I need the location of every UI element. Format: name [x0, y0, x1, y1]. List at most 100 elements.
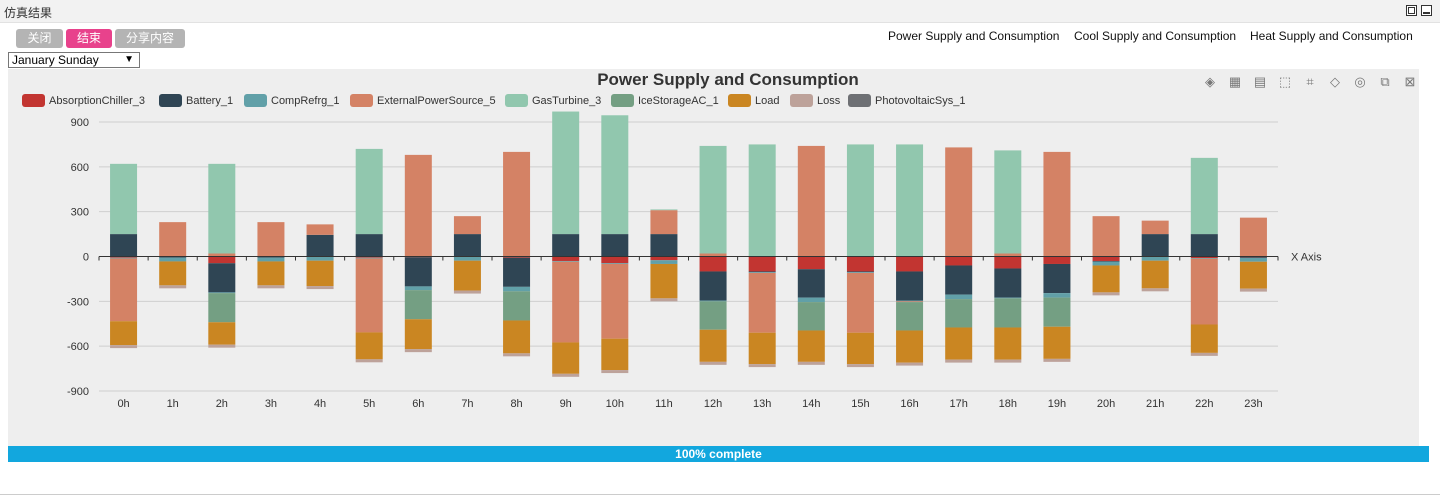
- bar-segment[interactable]: [110, 345, 138, 349]
- bar-segment[interactable]: [110, 321, 138, 346]
- bar-segment[interactable]: [945, 327, 973, 360]
- bar-segment[interactable]: [797, 330, 825, 362]
- bar-segment[interactable]: [453, 234, 481, 257]
- bar-segment[interactable]: [797, 361, 825, 365]
- bar-segment[interactable]: [1043, 263, 1071, 294]
- legend-item[interactable]: Loss: [790, 94, 841, 107]
- bar-segment[interactable]: [404, 349, 432, 353]
- bar-segment[interactable]: [896, 271, 924, 301]
- bar-segment[interactable]: [1141, 288, 1169, 292]
- bar-segment[interactable]: [846, 332, 874, 365]
- data-view-icon[interactable]: ▤: [1253, 74, 1267, 89]
- bar-segment[interactable]: [1141, 260, 1169, 289]
- bar-segment[interactable]: [552, 373, 580, 377]
- bar-segment[interactable]: [650, 234, 678, 257]
- legend-item[interactable]: IceStorageAC_1: [611, 94, 719, 107]
- bar-segment[interactable]: [503, 151, 531, 257]
- bar-segment[interactable]: [503, 257, 531, 287]
- bar-segment[interactable]: [699, 253, 727, 257]
- bar-segment[interactable]: [404, 257, 432, 287]
- bar-segment[interactable]: [1239, 217, 1267, 257]
- bar-segment[interactable]: [601, 263, 629, 339]
- bar-segment[interactable]: [552, 234, 580, 257]
- bar-segment[interactable]: [601, 338, 629, 371]
- bar-segment[interactable]: [846, 271, 874, 273]
- bar-segment[interactable]: [1141, 256, 1169, 261]
- bar-segment[interactable]: [404, 286, 432, 291]
- bar-segment[interactable]: [896, 300, 924, 302]
- bar-segment[interactable]: [1190, 234, 1218, 257]
- bar-segment[interactable]: [1043, 256, 1071, 264]
- bar-segment[interactable]: [503, 286, 531, 292]
- bar-segment[interactable]: [355, 148, 383, 235]
- bar-segment[interactable]: [650, 260, 678, 264]
- bar-segment[interactable]: [896, 144, 924, 257]
- bar-segment[interactable]: [404, 319, 432, 350]
- bar-segment[interactable]: [945, 294, 973, 300]
- bar-segment[interactable]: [797, 297, 825, 303]
- bar-segment[interactable]: [257, 257, 285, 262]
- bar-segment[interactable]: [208, 293, 236, 323]
- bar-segment[interactable]: [257, 222, 285, 257]
- bar-segment[interactable]: [257, 261, 285, 286]
- bar-segment[interactable]: [748, 271, 776, 273]
- bar-segment[interactable]: [208, 256, 236, 264]
- bar-segment[interactable]: [1043, 293, 1071, 298]
- bar-segment[interactable]: [355, 359, 383, 363]
- compare-icon[interactable]: ⧉: [1380, 74, 1390, 89]
- bar-segment[interactable]: [1092, 265, 1120, 293]
- bar-segment[interactable]: [896, 301, 924, 303]
- bar-segment[interactable]: [552, 256, 580, 261]
- bar-segment[interactable]: [896, 302, 924, 331]
- bar-segment[interactable]: [208, 344, 236, 348]
- legend-item[interactable]: PhotovoltaicSys_1: [848, 94, 966, 107]
- bar-segment[interactable]: [208, 322, 236, 345]
- bar-segment[interactable]: [748, 256, 776, 272]
- bar-segment[interactable]: [699, 271, 727, 301]
- bar-segment[interactable]: [797, 256, 825, 270]
- bar-segment[interactable]: [601, 263, 629, 264]
- bar-segment[interactable]: [846, 364, 874, 368]
- bar-segment[interactable]: [650, 263, 678, 299]
- bar-segment[interactable]: [1239, 257, 1267, 258]
- bar-segment[interactable]: [945, 147, 973, 257]
- bar-segment[interactable]: [110, 257, 138, 259]
- bar-segment[interactable]: [699, 301, 727, 330]
- bar-segment[interactable]: [355, 256, 383, 258]
- bar-segment[interactable]: [257, 285, 285, 289]
- bar-segment[interactable]: [748, 272, 776, 273]
- bar-segment[interactable]: [601, 234, 629, 257]
- zoom-icon[interactable]: ⬚: [1278, 74, 1292, 89]
- bar-segment[interactable]: [1239, 288, 1267, 292]
- bar-segment[interactable]: [1043, 326, 1071, 359]
- minimize-icon[interactable]: [1421, 5, 1432, 16]
- legend-item[interactable]: GasTurbine_3: [505, 94, 601, 107]
- bar-segment[interactable]: [601, 370, 629, 374]
- bar-segment[interactable]: [1141, 220, 1169, 235]
- bar-segment[interactable]: [846, 272, 874, 333]
- bar-segment[interactable]: [1239, 261, 1267, 289]
- bar-segment[interactable]: [159, 257, 187, 262]
- bar-segment[interactable]: [1043, 297, 1071, 327]
- maximize-icon[interactable]: [1406, 5, 1417, 16]
- bar-segment[interactable]: [1092, 260, 1120, 262]
- bar-segment[interactable]: [453, 290, 481, 294]
- bar-segment[interactable]: [994, 298, 1022, 328]
- grid-icon[interactable]: ▦: [1228, 74, 1242, 89]
- legend-item[interactable]: Battery_1: [159, 94, 233, 107]
- bar-segment[interactable]: [306, 256, 334, 261]
- bar-segment[interactable]: [208, 253, 236, 257]
- bar-segment[interactable]: [355, 332, 383, 360]
- bar-segment[interactable]: [1190, 352, 1218, 356]
- bar-segment[interactable]: [994, 253, 1022, 257]
- bar-segment[interactable]: [159, 285, 187, 289]
- bar-segment[interactable]: [945, 256, 973, 266]
- bar-segment[interactable]: [699, 145, 727, 254]
- restore-icon[interactable]: ◇: [1330, 74, 1340, 89]
- bar-segment[interactable]: [110, 234, 138, 257]
- bar-segment[interactable]: [650, 298, 678, 302]
- bar-segment[interactable]: [355, 257, 383, 259]
- bar-segment[interactable]: [797, 269, 825, 298]
- stack-icon[interactable]: ◈: [1205, 74, 1215, 89]
- bar-segment[interactable]: [159, 222, 187, 257]
